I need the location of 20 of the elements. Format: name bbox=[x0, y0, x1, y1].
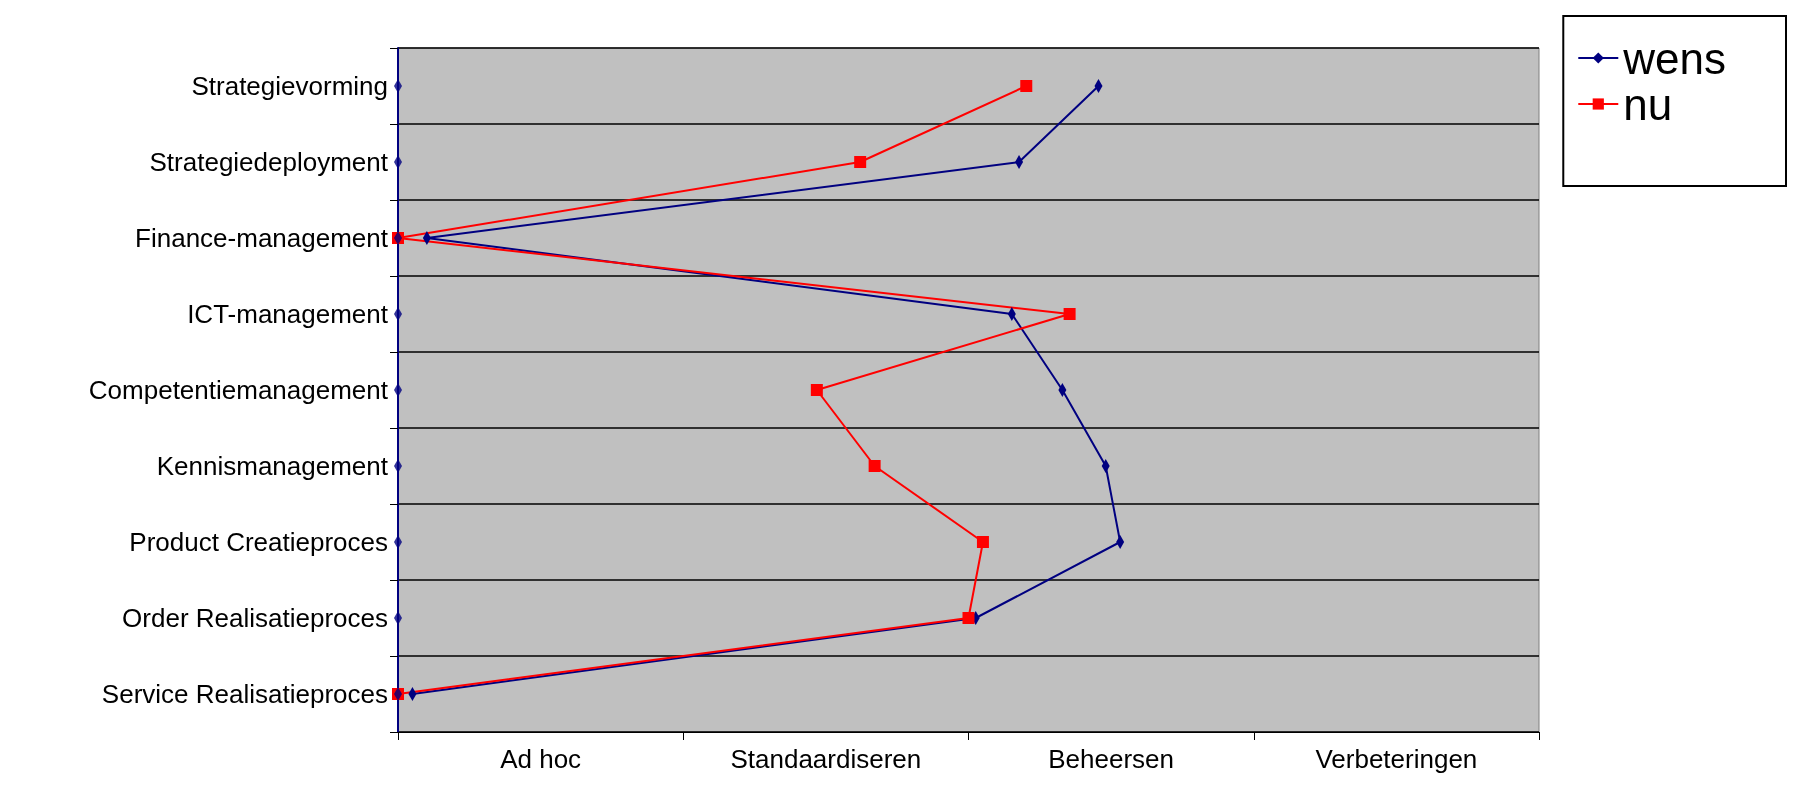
text: Ad hoc bbox=[500, 744, 582, 774]
y-tick-label: Kennismanagement bbox=[156, 451, 389, 481]
text: Verbeteringen bbox=[1315, 744, 1478, 774]
point bbox=[962, 612, 975, 624]
y-tick-label: ICT-management bbox=[187, 299, 389, 329]
point bbox=[1020, 80, 1033, 92]
text: Beheersen bbox=[1048, 744, 1175, 774]
point bbox=[868, 460, 881, 472]
y-tick-label: Strategiedeployment bbox=[149, 147, 389, 177]
point bbox=[854, 156, 867, 168]
y-tick-label: Finance-management bbox=[135, 223, 389, 253]
point bbox=[810, 384, 823, 396]
point bbox=[1063, 308, 1076, 320]
point bbox=[976, 536, 989, 548]
y-tick-label: Product Creatieproces bbox=[129, 527, 388, 557]
y-tick-label: Strategievorming bbox=[191, 71, 388, 101]
y-tick-label: Order Realisatieproces bbox=[122, 603, 388, 633]
text: Standaardiseren bbox=[730, 744, 922, 774]
y-tick-label: Service Realisatieproces bbox=[101, 679, 388, 709]
y-tick-label: Competentiemanagement bbox=[88, 375, 389, 405]
